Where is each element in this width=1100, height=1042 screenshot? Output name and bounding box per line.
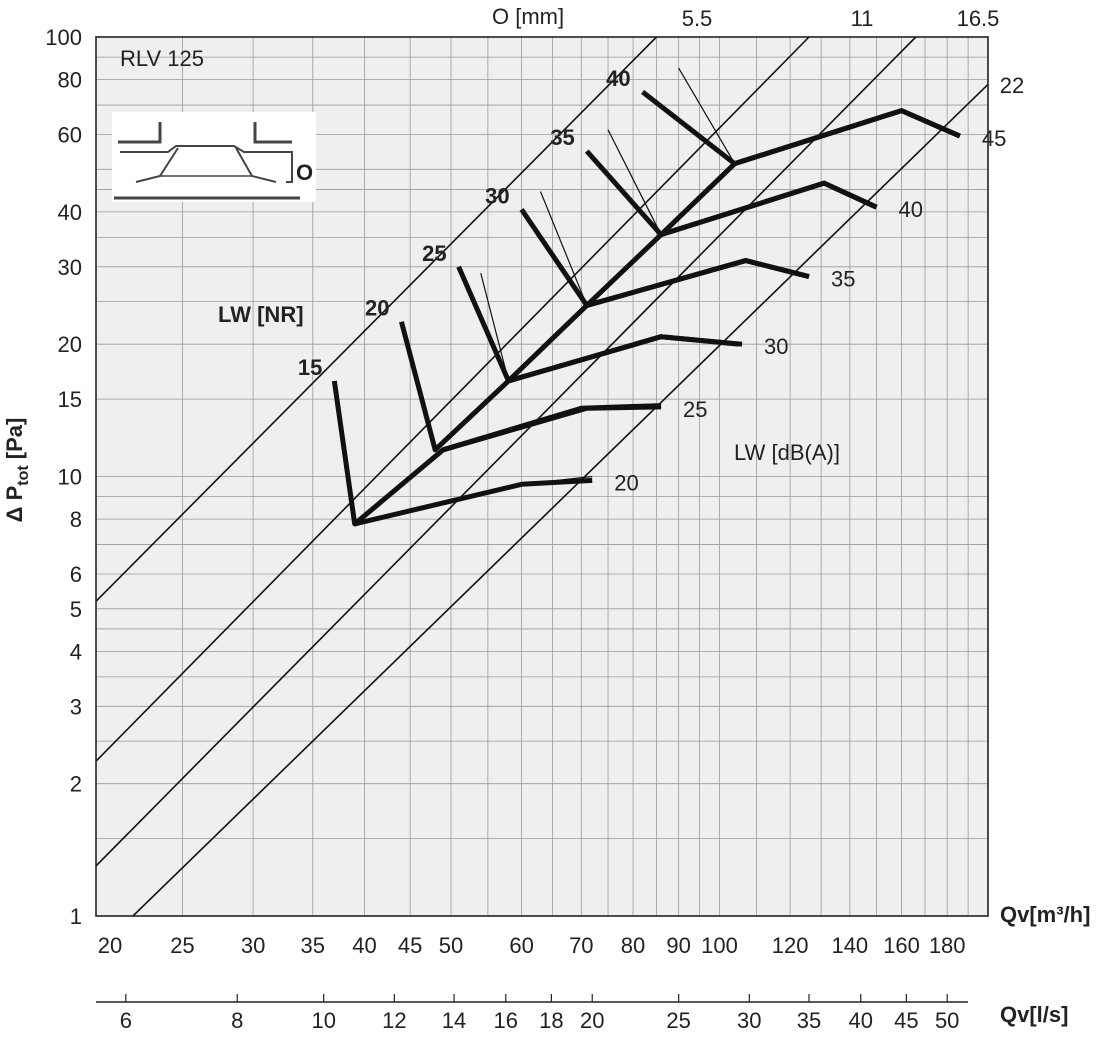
x-tick-label: 35 (301, 933, 325, 958)
nr-curve-label: 20 (365, 296, 389, 321)
y-tick-label: 100 (45, 25, 82, 50)
connector-line (678, 67, 736, 164)
y-tick-label: 2 (70, 772, 82, 797)
x2-tick-label: 8 (231, 1008, 243, 1033)
y-tick-label: 6 (70, 562, 82, 587)
x-tick-label: 140 (831, 933, 868, 958)
x2-axis-label: Qv[l/s] (1000, 1002, 1068, 1027)
dba-curve-label: 25 (683, 397, 707, 422)
connector-line (480, 273, 510, 382)
x2-tick-label: 18 (539, 1008, 563, 1033)
y-tick-label: 60 (58, 123, 82, 148)
y-tick-label: 15 (58, 387, 82, 412)
dba-curve-label: 20 (614, 470, 638, 495)
x-tick-label: 100 (701, 933, 738, 958)
x2-tick-label: 16 (494, 1008, 518, 1033)
x2-tick-label: 12 (382, 1008, 406, 1033)
plot-frame (95, 36, 989, 917)
inset-o-symbol: O (296, 160, 313, 185)
x-tick-label: 160 (883, 933, 920, 958)
nr-curve-label: 35 (550, 125, 574, 150)
x-tick-label: 50 (439, 933, 463, 958)
x2-tick-label: 45 (894, 1008, 918, 1033)
x2-tick-label: 10 (311, 1008, 335, 1033)
x2-tick-label: 20 (580, 1008, 604, 1033)
x2-tick-label: 14 (442, 1008, 466, 1033)
opening-line (132, 83, 989, 917)
connector-line (607, 129, 662, 235)
y-tick-label: 10 (58, 465, 82, 490)
x2-tick-label: 30 (737, 1008, 761, 1033)
nr-curve-label: 25 (422, 241, 446, 266)
x-tick-label: 120 (772, 933, 809, 958)
y-tick-label: 1 (70, 904, 82, 929)
y-tick-label: 80 (58, 68, 82, 93)
opening-line (95, 36, 810, 762)
opening-line (95, 36, 658, 602)
x-tick-label: 70 (569, 933, 593, 958)
nr-curve-label: 15 (298, 355, 322, 380)
x-axis-label: Qv[m³/h] (1000, 902, 1090, 927)
nr-curve-40 (641, 89, 737, 166)
dba-curve-label: 40 (899, 197, 923, 222)
y-tick-label: 40 (58, 200, 82, 225)
connector-line (539, 191, 588, 306)
dba-curve-label: 30 (764, 334, 788, 359)
y-tick-label: 8 (70, 507, 82, 532)
x2-tick-label: 35 (797, 1008, 821, 1033)
dba-curve-35 (586, 258, 810, 308)
opening-value-label: 5.5 (682, 6, 713, 31)
dba-curve-30 (507, 334, 743, 384)
opening-axis-label: O [mm] (492, 4, 564, 29)
dba-curve-45 (733, 108, 961, 167)
x-tick-label: 60 (509, 933, 533, 958)
dba-axis-label: LW [dB(A)] (734, 440, 840, 465)
dba-curve-25 (442, 404, 662, 453)
x-tick-label: 90 (666, 933, 690, 958)
dba-curve-40 (660, 180, 878, 238)
x2-tick-label: 25 (666, 1008, 690, 1033)
x-tick-label: 40 (352, 933, 376, 958)
x-tick-label: 20 (98, 933, 122, 958)
x2-tick-label: 6 (120, 1008, 132, 1033)
dba-curve-label: 35 (831, 267, 855, 292)
dba-curve-label: 45 (982, 126, 1006, 151)
dba-curve-20 (354, 477, 593, 527)
y-tick-label: 4 (70, 639, 82, 664)
x-tick-label: 25 (170, 933, 194, 958)
x2-tick-label: 40 (848, 1008, 872, 1033)
opening-value-label: 11 (851, 6, 874, 31)
valve-inset: O (112, 112, 316, 202)
x-tick-label: 45 (398, 933, 422, 958)
opening-line (95, 36, 917, 867)
y-axis-label: Δ Ptot [Pa] (2, 418, 32, 523)
y-tick-label: 30 (58, 255, 82, 280)
opening-value-label: 22 (1000, 73, 1024, 98)
nr-curve-label: 40 (606, 66, 630, 91)
x-tick-label: 80 (621, 933, 645, 958)
y-tick-label: 20 (58, 332, 82, 357)
x-tick-label: 30 (241, 933, 265, 958)
y-tick-label: 3 (70, 694, 82, 719)
opening-value-label: 16.5 (957, 6, 1000, 31)
chart-title: RLV 125 (120, 46, 204, 71)
series-layer (95, 36, 989, 917)
x2-tick-label: 50 (935, 1008, 959, 1033)
x-tick-label: 180 (929, 933, 966, 958)
nr-axis-label: LW [NR] (218, 302, 304, 327)
nr-curve-label: 30 (485, 184, 509, 209)
y-tick-label: 5 (70, 597, 82, 622)
